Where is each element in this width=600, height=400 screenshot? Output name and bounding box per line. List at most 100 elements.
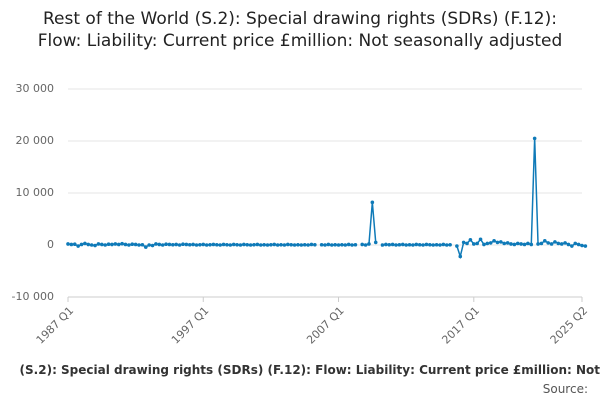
- data-point: [431, 243, 436, 247]
- data-point: [150, 243, 155, 248]
- data-point: [231, 242, 236, 247]
- data-point: [289, 242, 293, 247]
- data-point: [127, 243, 131, 247]
- data-point: [421, 243, 425, 247]
- data-point: [529, 242, 534, 247]
- x-tick-label: 2025 Q2: [548, 304, 591, 347]
- data-point: [465, 241, 469, 246]
- data-point: [414, 242, 419, 247]
- data-point: [367, 242, 371, 246]
- y-tick-label: -10 000: [12, 290, 54, 303]
- y-tick-label: 20 000: [16, 134, 55, 147]
- data-point: [333, 242, 337, 247]
- data-point: [438, 243, 442, 247]
- data-point: [512, 242, 517, 247]
- y-tick-label: 10 000: [16, 186, 55, 199]
- data-point: [113, 242, 118, 246]
- subtitle-text: (S.2): Special drawing rights (SDRs) (F.…: [19, 363, 600, 377]
- data-point: [343, 243, 348, 247]
- data-point: [384, 242, 388, 247]
- data-point: [221, 242, 226, 247]
- data-point: [89, 243, 94, 247]
- data-point: [133, 242, 138, 247]
- data-point: [340, 242, 344, 247]
- data-point: [66, 242, 70, 246]
- data-point: [346, 242, 351, 247]
- data-point: [181, 242, 185, 247]
- data-point: [441, 242, 446, 247]
- data-point: [191, 242, 195, 247]
- data-point: [424, 242, 429, 247]
- data-point: [130, 242, 135, 247]
- data-point: [255, 242, 260, 247]
- data-point: [286, 242, 290, 247]
- data-point: [184, 242, 189, 247]
- data-point: [499, 240, 503, 244]
- data-point: [218, 243, 222, 247]
- data-point: [350, 243, 354, 247]
- data-point: [140, 242, 145, 247]
- data-point: [96, 242, 101, 246]
- data-point: [417, 242, 422, 247]
- y-tick-label: 0: [47, 238, 54, 251]
- data-point: [157, 242, 162, 247]
- data-point: [174, 242, 179, 247]
- data-point: [400, 242, 405, 247]
- data-point: [485, 241, 490, 246]
- data-point: [282, 243, 287, 247]
- data-point: [549, 242, 554, 246]
- data-point: [208, 242, 212, 247]
- data-point: [147, 243, 151, 247]
- data-point: [72, 242, 77, 247]
- data-point: [492, 239, 496, 243]
- data-point: [360, 242, 364, 247]
- data-point: [258, 243, 263, 247]
- source: Source:: [542, 382, 588, 396]
- data-point: [488, 241, 493, 245]
- data-point: [509, 242, 513, 246]
- chart-title: Rest of the World (S.2): Special drawing…: [37, 9, 563, 51]
- series-line: [67, 138, 586, 260]
- data-point: [292, 243, 297, 247]
- data-point: [455, 244, 459, 248]
- data-point: [238, 243, 243, 247]
- data-point: [563, 241, 567, 245]
- data-point: [201, 242, 206, 247]
- data-point: [394, 243, 398, 247]
- data-point: [471, 242, 476, 246]
- data-point: [556, 241, 561, 246]
- data-point: [269, 242, 273, 247]
- data-point: [546, 241, 550, 245]
- data-point: [242, 242, 246, 247]
- data-point: [390, 242, 395, 247]
- data-point: [160, 243, 165, 247]
- data-point: [137, 243, 141, 247]
- data-point: [444, 243, 449, 247]
- data-point: [120, 241, 124, 246]
- data-point: [319, 242, 324, 247]
- data-point: [397, 242, 402, 247]
- data-point: [478, 237, 483, 242]
- data-point: [204, 243, 209, 247]
- data-point: [336, 243, 341, 247]
- data-point: [380, 243, 385, 247]
- data-point: [326, 242, 331, 247]
- data-point: [228, 243, 233, 247]
- data-point: [313, 242, 317, 247]
- data-point: [69, 242, 74, 247]
- data-point: [495, 240, 500, 245]
- x-tick-label: 2017 Q1: [439, 304, 482, 347]
- data-point: [252, 242, 256, 247]
- data-point: [539, 241, 544, 246]
- data-point: [553, 240, 557, 244]
- data-point: [515, 241, 520, 246]
- data-point: [428, 242, 432, 247]
- data-point: [103, 243, 107, 247]
- data-point: [211, 242, 216, 247]
- data-point: [110, 242, 114, 247]
- data-point: [123, 242, 128, 247]
- x-tick-label: 1997 Q1: [169, 304, 212, 347]
- data-point: [434, 242, 439, 247]
- data-point: [502, 241, 507, 246]
